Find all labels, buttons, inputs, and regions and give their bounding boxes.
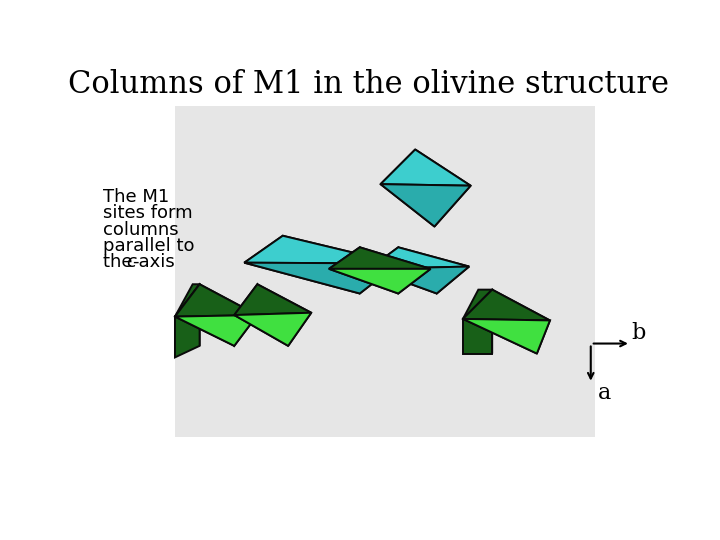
- Text: -axis: -axis: [132, 253, 176, 271]
- Polygon shape: [244, 262, 398, 294]
- Polygon shape: [463, 319, 550, 354]
- Text: columns: columns: [104, 220, 179, 239]
- Polygon shape: [360, 247, 431, 294]
- Polygon shape: [329, 247, 398, 294]
- Polygon shape: [381, 150, 434, 226]
- Polygon shape: [244, 236, 398, 264]
- Polygon shape: [463, 289, 492, 354]
- Polygon shape: [463, 289, 550, 320]
- Polygon shape: [369, 247, 469, 269]
- Polygon shape: [329, 269, 431, 294]
- Polygon shape: [175, 284, 257, 316]
- Polygon shape: [329, 247, 431, 269]
- Polygon shape: [398, 247, 469, 294]
- Polygon shape: [463, 289, 537, 354]
- Text: the: the: [104, 253, 138, 271]
- Polygon shape: [175, 284, 199, 346]
- Text: Columns of M1 in the olivine structure: Columns of M1 in the olivine structure: [68, 69, 670, 99]
- Text: The M1: The M1: [104, 188, 170, 206]
- Text: b: b: [631, 322, 646, 344]
- Polygon shape: [369, 267, 469, 294]
- Polygon shape: [175, 284, 234, 346]
- Polygon shape: [234, 313, 311, 346]
- Text: sites form: sites form: [104, 205, 193, 222]
- Polygon shape: [244, 236, 360, 294]
- Polygon shape: [175, 315, 257, 346]
- Text: a: a: [598, 382, 611, 404]
- Polygon shape: [381, 184, 471, 226]
- Polygon shape: [283, 236, 398, 294]
- Polygon shape: [257, 284, 311, 346]
- Polygon shape: [369, 247, 437, 294]
- Polygon shape: [175, 284, 199, 357]
- Bar: [175, 106, 595, 437]
- Polygon shape: [381, 150, 471, 186]
- Text: parallel to: parallel to: [104, 237, 195, 255]
- Polygon shape: [234, 284, 311, 315]
- Polygon shape: [463, 289, 492, 354]
- Polygon shape: [199, 284, 257, 346]
- Polygon shape: [492, 289, 550, 354]
- Polygon shape: [415, 150, 471, 226]
- Polygon shape: [234, 284, 288, 346]
- Text: c: c: [126, 253, 135, 271]
